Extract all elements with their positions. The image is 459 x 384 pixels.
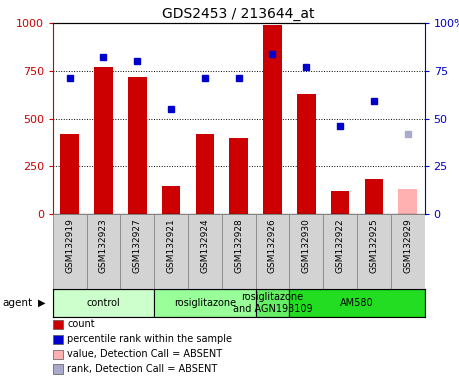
Bar bbox=[120, 214, 154, 289]
Bar bbox=[154, 289, 256, 317]
Title: GDS2453 / 213644_at: GDS2453 / 213644_at bbox=[162, 7, 315, 21]
Text: value, Detection Call = ABSENT: value, Detection Call = ABSENT bbox=[67, 349, 223, 359]
Text: GSM132924: GSM132924 bbox=[201, 218, 209, 273]
Bar bbox=[196, 134, 214, 214]
Text: GSM132926: GSM132926 bbox=[268, 218, 277, 273]
Bar bbox=[398, 189, 417, 214]
Bar bbox=[263, 25, 282, 214]
Text: GSM132930: GSM132930 bbox=[302, 218, 311, 273]
Bar bbox=[323, 214, 357, 289]
Text: AM580: AM580 bbox=[340, 298, 374, 308]
Bar bbox=[61, 134, 79, 214]
Text: GSM132921: GSM132921 bbox=[167, 218, 176, 273]
Bar bbox=[289, 214, 323, 289]
Bar bbox=[331, 191, 349, 214]
Bar bbox=[222, 214, 256, 289]
Bar bbox=[357, 214, 391, 289]
Text: GSM132928: GSM132928 bbox=[234, 218, 243, 273]
Text: rosiglitazone: rosiglitazone bbox=[174, 298, 236, 308]
Bar bbox=[297, 94, 316, 214]
Text: GSM132925: GSM132925 bbox=[369, 218, 378, 273]
Text: GSM132923: GSM132923 bbox=[99, 218, 108, 273]
Text: rank, Detection Call = ABSENT: rank, Detection Call = ABSENT bbox=[67, 364, 218, 374]
Text: ▶: ▶ bbox=[38, 298, 45, 308]
Text: control: control bbox=[87, 298, 120, 308]
Text: percentile rank within the sample: percentile rank within the sample bbox=[67, 334, 232, 344]
Bar bbox=[256, 289, 289, 317]
Bar bbox=[154, 214, 188, 289]
Text: GSM132922: GSM132922 bbox=[336, 218, 345, 273]
Text: GSM132919: GSM132919 bbox=[65, 218, 74, 273]
Text: GSM132929: GSM132929 bbox=[403, 218, 412, 273]
Bar bbox=[289, 289, 425, 317]
Bar bbox=[53, 214, 87, 289]
Bar bbox=[364, 179, 383, 214]
Bar bbox=[162, 185, 180, 214]
Text: count: count bbox=[67, 319, 95, 329]
Bar bbox=[391, 214, 425, 289]
Text: GSM132927: GSM132927 bbox=[133, 218, 142, 273]
Bar bbox=[188, 214, 222, 289]
Bar bbox=[94, 67, 113, 214]
Text: rosiglitazone
and AGN193109: rosiglitazone and AGN193109 bbox=[233, 292, 312, 314]
Bar bbox=[53, 289, 154, 317]
Bar bbox=[230, 138, 248, 214]
Bar bbox=[256, 214, 289, 289]
Bar bbox=[128, 76, 146, 214]
Text: agent: agent bbox=[2, 298, 33, 308]
Bar bbox=[87, 214, 120, 289]
